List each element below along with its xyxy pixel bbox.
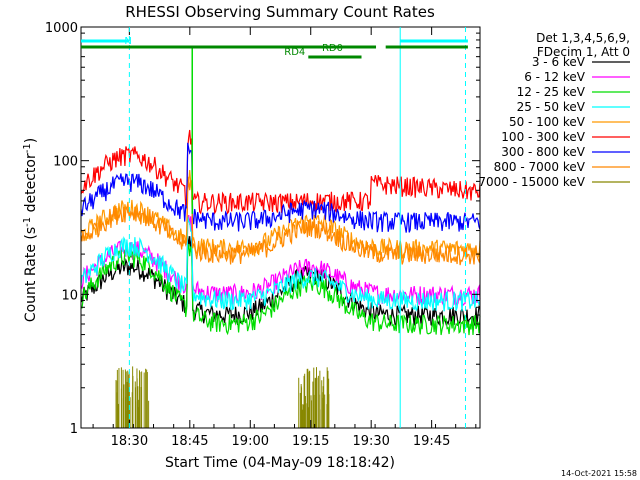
x-axis-label: Start Time (04-May-09 18:18:42) (165, 455, 395, 471)
plot-area: 1 10 100 1000 18:30 18:45 19:00 19:15 19:30 19:45… (45, 21, 481, 449)
status-bar-label: RD0 (322, 43, 343, 54)
legend-header-line-1: Det 1,3,4,5,6,9, (536, 31, 630, 45)
footer-date: 14-Oct-2021 15:58 (561, 469, 637, 478)
x-tick-label: 19:15 (292, 434, 329, 449)
x-tick-label: 18:30 (111, 434, 148, 449)
x-tick-label: 18:45 (171, 434, 208, 449)
x-tick-label: 19:45 (413, 434, 450, 449)
series-line-6 (80, 129, 481, 215)
legend: Det 1,3,4,5,6,9, FDecim 1, Att 0 3 - 6 k… (478, 31, 630, 189)
y-tick-label: 100 (53, 155, 78, 170)
series-line-8 (80, 179, 481, 266)
series-line-7 (80, 142, 481, 233)
plot-frame (80, 26, 481, 429)
legend-entry-label: 300 - 800 keV (501, 145, 585, 159)
legend-entry-label: 25 - 50 keV (517, 100, 586, 114)
legend-entry-label: 50 - 100 keV (509, 115, 586, 129)
legend-entry-label: 800 - 7000 keV (494, 160, 586, 174)
legend-entry-label: 100 - 300 keV (501, 130, 585, 144)
series-line-4 (80, 216, 481, 312)
legend-entry-label: 3 - 6 keV (532, 55, 586, 69)
y-tick-label: 10 (61, 288, 78, 303)
y-tick-label: 1000 (45, 21, 78, 36)
chart-title: RHESSI Observing Summary Count Rates (125, 3, 435, 21)
legend-entry-label: 7000 - 15000 keV (478, 175, 585, 189)
legend-entry-label: 12 - 25 keV (517, 85, 586, 99)
status-bar-label: N (124, 36, 131, 47)
series-line-1 (80, 236, 481, 329)
x-tick-label: 19:30 (352, 434, 389, 449)
x-tick-label: 19:00 (232, 434, 269, 449)
legend-entry-label: 6 - 12 keV (524, 70, 586, 84)
legend-header-line-2: FDecim 1, Att 0 (537, 45, 630, 59)
status-bar-label: RD4 (284, 47, 305, 58)
y-axis-label: Count Rate (s-1 detector-1) (22, 138, 40, 322)
y-tick-label: 1 (70, 422, 78, 437)
